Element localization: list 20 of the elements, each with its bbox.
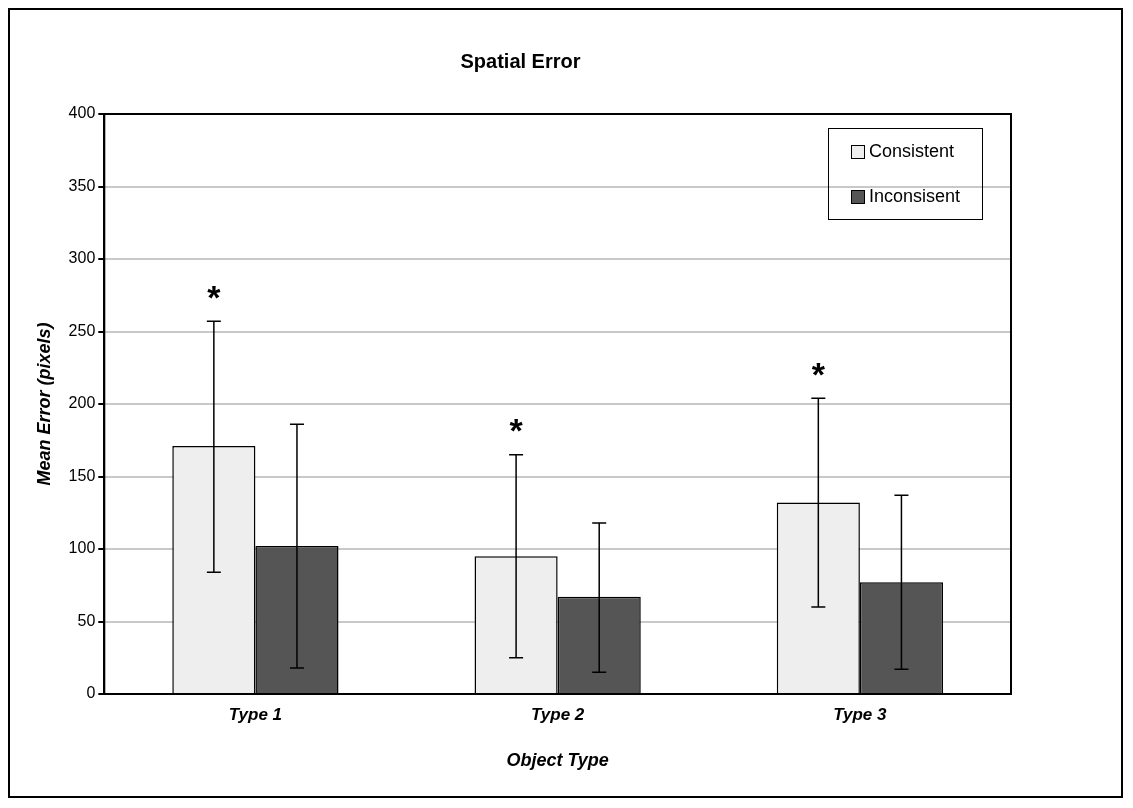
y-tick-label: 0 (86, 684, 96, 702)
y-tick-label: 350 (68, 176, 96, 194)
y-tick-label: 400 (68, 104, 96, 122)
legend-label: Consistent (868, 141, 954, 162)
annotation: * (811, 354, 826, 393)
chart-title: Spatial Error (460, 49, 581, 72)
x-tick-label: Type 1 (228, 704, 283, 724)
annotation: * (207, 277, 222, 316)
y-tick-label: 200 (68, 394, 96, 412)
y-tick-label: 100 (68, 539, 96, 557)
y-tick-label: 250 (68, 321, 96, 339)
x-tick-label: Type 2 (531, 704, 585, 724)
legend-label: Inconsisent (868, 186, 960, 207)
x-axis-title: Object Type (506, 750, 609, 771)
annotation: * (509, 411, 524, 450)
y-tick-label: 50 (77, 611, 96, 629)
y-tick-label: 300 (68, 249, 96, 267)
y-tick-label: 150 (68, 466, 96, 484)
x-tick-label: Type 3 (833, 704, 888, 724)
y-axis-title: Mean Error (pixels) (33, 322, 54, 486)
